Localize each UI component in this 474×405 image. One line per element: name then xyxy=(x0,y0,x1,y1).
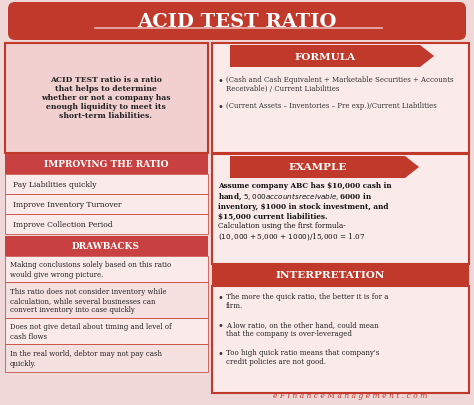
Bar xyxy=(5,282,208,318)
Text: Assume company ABC has $10,000 cash in
hand, $5,000 accounts receivable, $6000 i: Assume company ABC has $10,000 cash in h… xyxy=(218,181,392,220)
Polygon shape xyxy=(230,157,419,179)
Polygon shape xyxy=(230,46,434,68)
Text: In the real world, debtor may not pay cash
quickly.: In the real world, debtor may not pay ca… xyxy=(10,350,162,367)
Bar xyxy=(212,44,469,153)
Bar xyxy=(212,155,469,264)
Text: •: • xyxy=(218,348,224,358)
Bar xyxy=(5,155,208,175)
Text: The more the quick ratio, the better it is for a
firm.: The more the quick ratio, the better it … xyxy=(226,292,389,309)
Bar xyxy=(5,175,208,194)
Text: INTERPRETATION: INTERPRETATION xyxy=(275,271,385,280)
Text: Calculation using the first formula-
($10,000 + $5,000 + $1000)/ $15,000 = 1.07: Calculation using the first formula- ($1… xyxy=(218,222,365,242)
Bar xyxy=(5,194,208,215)
Bar xyxy=(5,256,208,282)
Text: •: • xyxy=(218,102,224,112)
Text: IMPROVING THE RATIO: IMPROVING THE RATIO xyxy=(44,160,168,169)
Bar xyxy=(5,237,208,256)
Text: (Cash and Cash Equivalent + Marketable Securities + Accounts
Receivable) / Curre: (Cash and Cash Equivalent + Marketable S… xyxy=(226,76,454,93)
Text: •: • xyxy=(218,320,224,330)
Text: ACID TEST ratio is a ratio
that helps to determine
whether or not a company has
: ACID TEST ratio is a ratio that helps to… xyxy=(41,75,171,120)
Text: e F i n a n c e M a n a g e m e n t . c o m: e F i n a n c e M a n a g e m e n t . c … xyxy=(273,391,427,399)
Text: (Current Assets – Inventories – Pre exp.)/Current Liabilities: (Current Assets – Inventories – Pre exp.… xyxy=(226,102,437,110)
Text: ACID TEST RATIO: ACID TEST RATIO xyxy=(137,13,337,31)
Bar xyxy=(212,264,469,286)
Bar xyxy=(5,344,208,372)
Bar xyxy=(5,318,208,344)
Text: Pay Liabilities quickly: Pay Liabilities quickly xyxy=(13,181,97,189)
Text: Improve Collection Period: Improve Collection Period xyxy=(13,220,113,228)
Text: This ratio does not consider inventory while
calculation, while several business: This ratio does not consider inventory w… xyxy=(10,287,166,313)
Text: Making conclusions solely based on this ratio
would give wrong picture.: Making conclusions solely based on this … xyxy=(10,261,171,278)
Text: FORMULA: FORMULA xyxy=(294,52,356,61)
Bar xyxy=(5,44,208,153)
Text: •: • xyxy=(218,76,224,86)
Text: DRAWBACKS: DRAWBACKS xyxy=(72,242,140,251)
Bar xyxy=(5,215,208,234)
Text: Does not give detail about timing and level of
cash flows: Does not give detail about timing and le… xyxy=(10,323,172,340)
Text: •: • xyxy=(218,292,224,302)
Bar xyxy=(212,286,469,393)
Text: Too high quick ratio means that company's
credit policies are not good.: Too high quick ratio means that company'… xyxy=(226,348,379,365)
Text: EXAMPLE: EXAMPLE xyxy=(289,163,347,172)
FancyBboxPatch shape xyxy=(8,3,466,41)
Text: A low ratio, on the other hand, could mean
that the company is over-leveraged: A low ratio, on the other hand, could me… xyxy=(226,320,379,337)
Text: Improve Inventory Turnover: Improve Inventory Turnover xyxy=(13,200,121,209)
Polygon shape xyxy=(212,264,455,286)
